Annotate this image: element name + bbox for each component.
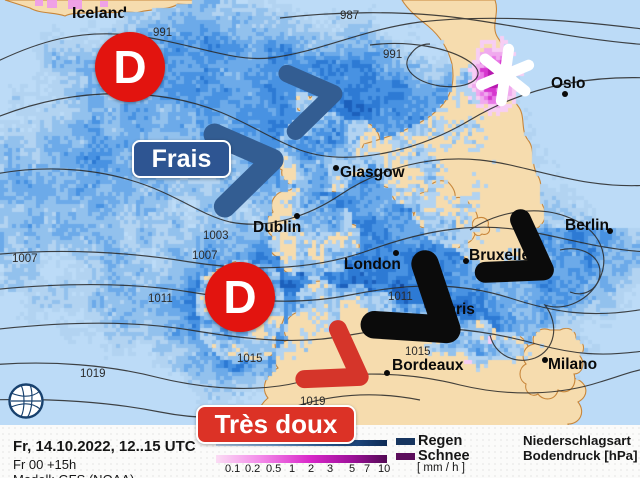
svg-text:Bodendruck [hPa]: Bodendruck [hPa] [523,448,638,463]
svg-text:10: 10 [378,463,390,475]
svg-text:0.1: 0.1 [225,463,240,475]
svg-text:0.5: 0.5 [266,463,281,475]
svg-text:3: 3 [327,463,333,475]
svg-text:Regen: Regen [418,433,462,449]
svg-text:5: 5 [349,463,355,475]
svg-text:1: 1 [289,463,295,475]
svg-text:2: 2 [308,463,314,475]
svg-text:7: 7 [364,463,370,475]
svg-text:Niederschlagsart: Niederschlagsart [523,433,631,448]
svg-text:[ mm / h ]: [ mm / h ] [417,462,465,474]
svg-text:0.2: 0.2 [245,463,260,475]
